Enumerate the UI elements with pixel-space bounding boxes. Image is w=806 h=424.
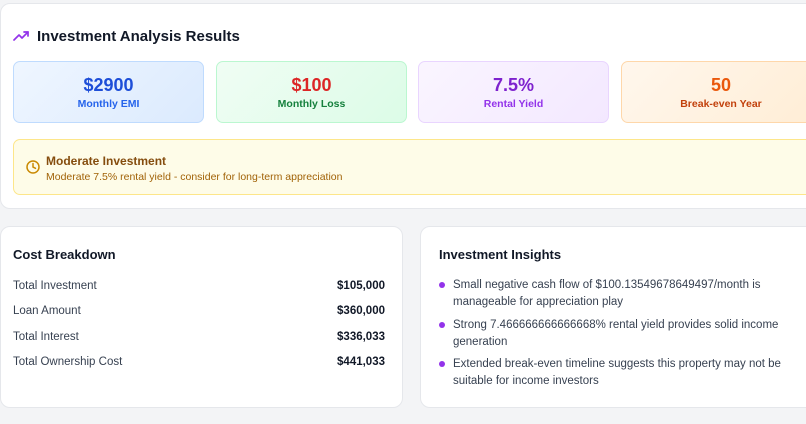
- clock-icon: [26, 160, 40, 179]
- alert-title: Moderate Investment: [46, 154, 167, 168]
- insight-item: Strong 7.466666666666668% rental yield p…: [439, 317, 799, 351]
- metric-value: $2900: [83, 75, 134, 95]
- results-header: Investment Analysis Results: [13, 26, 240, 46]
- cost-row-total-ownership-cost: Total Ownership Cost $441,033: [13, 354, 385, 370]
- metric-label: Break-even Year: [680, 98, 762, 110]
- metric-value: 50: [710, 75, 732, 95]
- cost-value: $360,000: [337, 305, 385, 317]
- metric-break-even-year: 50 Break-even Year: [621, 61, 806, 123]
- bullet-dot-icon: [439, 322, 445, 328]
- cost-row-total-investment: Total Investment $105,000: [13, 278, 385, 294]
- bullet-dot-icon: [439, 361, 445, 367]
- cost-row-loan-amount: Loan Amount $360,000: [13, 303, 385, 319]
- results-title: Investment Analysis Results: [37, 27, 240, 45]
- metric-rental-yield: 7.5% Rental Yield: [418, 61, 609, 123]
- insight-item: Small negative cash flow of $100.1354967…: [439, 277, 799, 311]
- insight-text: Small negative cash flow of $100.1354967…: [453, 279, 761, 308]
- cost-label: Total Investment: [13, 280, 97, 292]
- metric-label: Rental Yield: [483, 98, 544, 110]
- investment-alert: Moderate Investment Moderate 7.5% rental…: [13, 139, 806, 195]
- metric-monthly-emi: $2900 Monthly EMI: [13, 61, 204, 123]
- bullet-dot-icon: [439, 282, 445, 288]
- cost-label: Total Interest: [13, 331, 79, 343]
- investment-insights-panel: Investment Insights Small negative cash …: [420, 226, 806, 408]
- investment-results-card: Investment Analysis Results $2900 Monthl…: [0, 3, 806, 209]
- metric-monthly-loss: $100 Monthly Loss: [216, 61, 407, 123]
- insight-text: Extended break-even timeline suggests th…: [453, 358, 781, 387]
- insight-text: Strong 7.466666666666668% rental yield p…: [453, 319, 779, 348]
- trending-up-icon: [13, 30, 29, 42]
- cost-breakdown-panel: Cost Breakdown Total Investment $105,000…: [0, 226, 403, 408]
- metric-value: $100: [291, 75, 332, 95]
- cost-row-total-interest: Total Interest $336,033: [13, 329, 385, 345]
- insight-item: Extended break-even timeline suggests th…: [439, 356, 799, 390]
- cost-value: $441,033: [337, 356, 385, 368]
- metric-label: Monthly EMI: [77, 98, 140, 110]
- cost-value: $105,000: [337, 280, 385, 292]
- insights-title: Investment Insights: [439, 247, 562, 262]
- metric-value: 7.5%: [492, 75, 535, 95]
- alert-message: Moderate 7.5% rental yield - consider fo…: [46, 171, 343, 183]
- metric-label: Monthly Loss: [277, 98, 346, 110]
- cost-label: Loan Amount: [13, 305, 81, 317]
- cost-breakdown-title: Cost Breakdown: [13, 247, 116, 262]
- cost-label: Total Ownership Cost: [13, 356, 123, 368]
- cost-value: $336,033: [337, 331, 385, 343]
